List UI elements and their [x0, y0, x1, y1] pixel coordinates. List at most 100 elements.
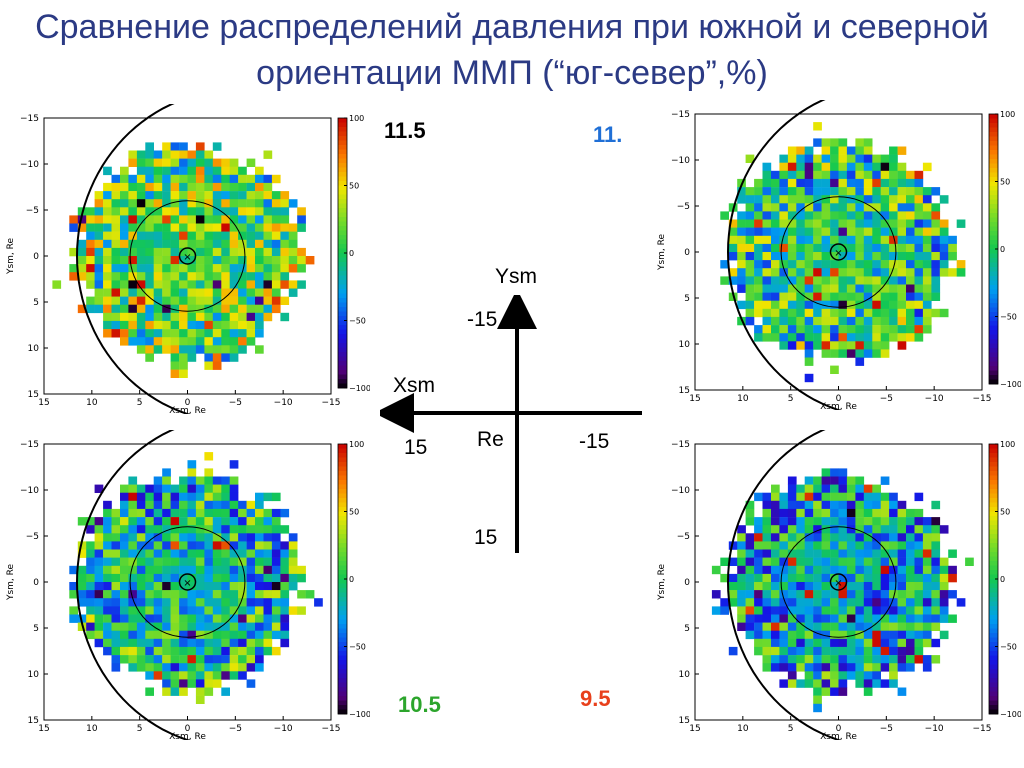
- heatmap-cell: [195, 199, 205, 208]
- heatmap-cell: [212, 500, 222, 510]
- heatmap-cell: [94, 304, 104, 314]
- heatmap-cell: [787, 541, 797, 550]
- heatmap-cell: [771, 170, 780, 180]
- heatmap-cell: [221, 345, 230, 354]
- heatmap-cell: [804, 508, 814, 518]
- heatmap-cell: [813, 178, 822, 188]
- heatmap-cell: [846, 292, 856, 301]
- heatmap-cell: [255, 247, 264, 257]
- heatmap-cell: [263, 582, 273, 591]
- heatmap-cell: [136, 622, 146, 631]
- heatmap-cell: [238, 630, 247, 640]
- heatmap-cell: [779, 252, 789, 261]
- heatmap-cell: [187, 312, 197, 322]
- heatmap-cell: [136, 573, 146, 583]
- heatmap-cell: [838, 308, 848, 318]
- heatmap-cell: [255, 199, 264, 208]
- heatmap-cell: [170, 622, 180, 631]
- heatmap-cell: [804, 341, 814, 350]
- heatmap-cell: [179, 215, 188, 224]
- heatmap-cell: [914, 549, 924, 558]
- heatmap-cell: [229, 320, 239, 330]
- heatmap-cell: [94, 614, 104, 623]
- heatmap-cell: [204, 345, 214, 354]
- colorbar-tick-label: −50: [1000, 643, 1017, 652]
- y-tick-label: −5: [26, 206, 39, 216]
- heatmap-cell: [821, 590, 831, 599]
- heatmap-cell: [204, 484, 214, 493]
- heatmap-cell: [779, 582, 789, 591]
- heatmap-cell: [136, 517, 146, 526]
- heatmap-cell: [863, 316, 873, 326]
- heatmap-cell: [145, 557, 154, 566]
- heatmap-cell: [846, 219, 856, 228]
- heatmap-cell: [922, 284, 932, 293]
- heatmap-cell: [263, 638, 273, 648]
- heatmap-cell: [145, 288, 154, 297]
- heatmap-cell: [931, 517, 941, 526]
- heatmap-cell: [145, 484, 154, 493]
- heatmap-cell: [880, 219, 890, 228]
- colorbar-segment: [338, 696, 347, 701]
- heatmap-cell: [872, 573, 881, 583]
- heatmap-cell: [813, 268, 822, 277]
- heatmap-cell: [179, 142, 188, 151]
- heatmap-cell: [813, 243, 822, 253]
- heatmap-cell: [889, 582, 898, 591]
- colorbar-segment: [989, 592, 998, 598]
- heatmap-cell: [922, 582, 932, 591]
- heatmap-cell: [204, 304, 214, 314]
- heatmap-cells: [720, 122, 966, 383]
- heatmap-cell: [872, 549, 881, 558]
- heatmap-cell: [889, 557, 898, 566]
- heatmap-cell: [939, 565, 949, 575]
- heatmap-cell: [204, 452, 214, 461]
- heatmap-cell: [931, 614, 941, 623]
- heatmap-cell: [813, 476, 822, 485]
- colorbar-segment: [989, 343, 998, 349]
- heatmap-cell: [255, 541, 264, 550]
- heatmap-cell: [136, 582, 146, 591]
- heatmap-cell: [838, 252, 848, 261]
- heatmap-cell: [897, 549, 907, 558]
- heatmap-cell: [863, 268, 873, 277]
- colorbar-tick-label: −50: [1000, 313, 1017, 322]
- colorbar-segment: [338, 226, 347, 231]
- heatmap-cell: [179, 582, 188, 591]
- heatmap-cell: [229, 353, 239, 362]
- heatmap-cell: [162, 476, 171, 485]
- heatmap-cell: [153, 337, 163, 346]
- colorbar-segment: [989, 190, 998, 196]
- heatmap-cell: [195, 622, 205, 631]
- heatmap-cell: [162, 239, 171, 249]
- heatmap-cell: [280, 598, 290, 607]
- heatmap-cell: [221, 663, 230, 672]
- heatmap-cell: [880, 638, 890, 648]
- heatmap-cell: [762, 517, 772, 526]
- heatmap-cell: [787, 341, 797, 350]
- heatmap-cell: [263, 533, 273, 542]
- heatmap-cell: [813, 211, 822, 220]
- colorbar-segment: [338, 457, 347, 463]
- heatmap-cell: [204, 541, 214, 550]
- heatmap-cell: [762, 170, 772, 180]
- heatmap-cell: [204, 590, 214, 599]
- heatmap-cell: [821, 333, 831, 342]
- heatmap-cell: [787, 638, 797, 648]
- heatmap-cell: [153, 264, 163, 273]
- heatmap-cell: [855, 565, 865, 575]
- heatmap-cell: [212, 614, 222, 623]
- heatmap-cell: [821, 582, 831, 591]
- heatmap-cell: [906, 308, 915, 318]
- heatmap-cell: [838, 187, 848, 196]
- heatmap-cell: [796, 630, 805, 640]
- heatmap-cell: [762, 162, 772, 172]
- heatmap-cell: [212, 353, 222, 362]
- heatmap-cell: [830, 243, 839, 253]
- heatmap-cell: [804, 590, 814, 599]
- heatmap-cell: [897, 203, 907, 212]
- heatmap-cell: [153, 207, 163, 216]
- heatmap-cell: [846, 284, 856, 293]
- heatmap-cell: [889, 533, 898, 542]
- heatmap-cell: [863, 349, 873, 358]
